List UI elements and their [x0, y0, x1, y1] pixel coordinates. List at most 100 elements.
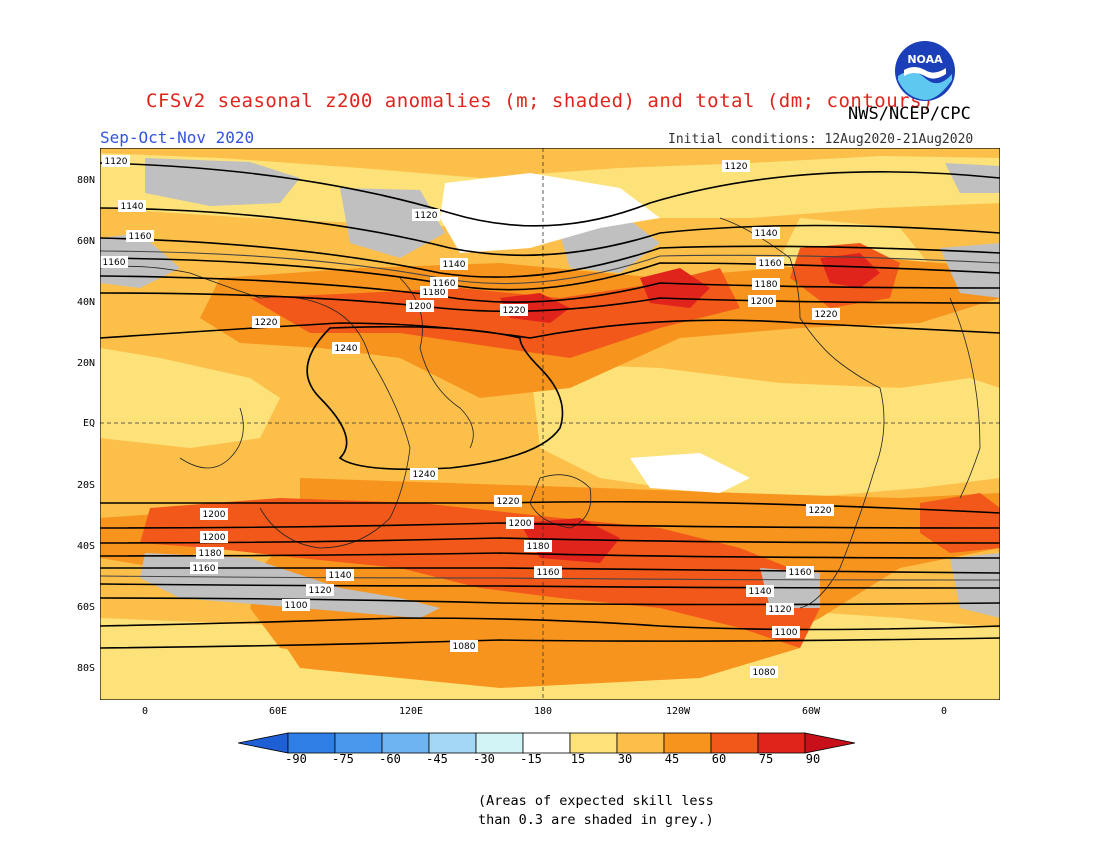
svg-text:1180: 1180: [755, 280, 778, 290]
colorbar-label: 75: [758, 752, 774, 766]
contour-label: 1200: [200, 508, 228, 520]
contour-label: 1080: [450, 640, 478, 652]
lat-label-20s: 20S: [76, 480, 95, 491]
svg-text:1140: 1140: [329, 571, 352, 581]
colorbar-segment: [381, 732, 430, 754]
contour-label: 1240: [410, 468, 438, 480]
svg-text:1180: 1180: [423, 288, 446, 298]
contour-label: 1120: [722, 160, 750, 172]
season-label: Sep-Oct-Nov 2020: [100, 128, 255, 147]
svg-text:1220: 1220: [815, 310, 838, 320]
grey-contours: [100, 250, 1000, 581]
contour-label: 1220: [100, 148, 112, 151]
svg-text:1200: 1200: [509, 519, 532, 529]
colorbar-segment: [428, 732, 477, 754]
contour-label: 1160: [756, 257, 784, 269]
svg-text:1160: 1160: [129, 232, 152, 242]
lon-label-0-east: 0: [940, 706, 948, 717]
colorbar-segment: [710, 732, 759, 754]
footnote-line-1: (Areas of expected skill less: [478, 793, 714, 809]
contour-label: 1160: [100, 256, 128, 268]
svg-text:1200: 1200: [751, 297, 774, 307]
contour-label: 1100: [772, 626, 800, 638]
svg-text:1220: 1220: [100, 148, 112, 151]
svg-text:1220: 1220: [503, 306, 526, 316]
lat-label-40n: 40N: [76, 297, 95, 308]
lon-label-120e: 120E: [398, 706, 424, 717]
colorbar-segment: [569, 732, 618, 754]
svg-text:1080: 1080: [453, 642, 476, 652]
lat-label-40s: 40S: [76, 541, 95, 552]
contour-label: 1200: [200, 531, 228, 543]
lat-label-eq: EQ: [82, 418, 95, 429]
colorbar-segment: [522, 732, 571, 754]
svg-text:1160: 1160: [103, 258, 126, 268]
contour-label: 1180: [752, 278, 780, 290]
svg-text:1100: 1100: [775, 628, 798, 638]
contour-label: 1160: [534, 566, 562, 578]
contour-label: 1240: [332, 342, 360, 354]
svg-text:1220: 1220: [809, 506, 832, 516]
colorbar-segment: [616, 732, 665, 754]
lon-label-0: 0: [141, 706, 149, 717]
svg-text:1180: 1180: [527, 542, 550, 552]
lon-label-60w: 60W: [801, 706, 821, 717]
gridlines: [100, 148, 1000, 700]
svg-text:1220: 1220: [497, 497, 520, 507]
lon-label-180: 180: [533, 706, 553, 717]
colorbar-label: -90: [285, 752, 307, 766]
colorbar: [238, 732, 856, 754]
svg-text:1120: 1120: [105, 157, 128, 167]
contour-label: 1160: [190, 562, 218, 574]
contour-label: 1220: [812, 308, 840, 320]
svg-text:1140: 1140: [755, 229, 778, 239]
contour-label: 1120: [102, 155, 130, 167]
lat-label-60s: 60S: [76, 602, 95, 613]
lat-label-20n: 20N: [76, 358, 95, 369]
svg-text:1160: 1160: [789, 568, 812, 578]
colorbar-label: 90: [805, 752, 821, 766]
svg-text:1120: 1120: [309, 586, 332, 596]
svg-text:1160: 1160: [759, 259, 782, 269]
lon-label-120w: 120W: [665, 706, 691, 717]
colorbar-segment: [287, 732, 336, 754]
contour-label: 1140: [746, 585, 774, 597]
coastlines: [100, 217, 981, 609]
lon-label-60e: 60E: [268, 706, 288, 717]
colorbar-label: -60: [379, 752, 401, 766]
contour-label: 1100: [282, 599, 310, 611]
svg-text:1120: 1120: [769, 605, 792, 615]
contour-label: 1140: [752, 227, 780, 239]
contour-label: 1120: [412, 209, 440, 221]
noaa-logo-text: NOAA: [907, 53, 943, 66]
contour-label: 1200: [748, 295, 776, 307]
svg-text:1120: 1120: [415, 211, 438, 221]
colorbar-label: -75: [332, 752, 354, 766]
svg-text:1160: 1160: [433, 279, 456, 289]
contour-label: 1220: [806, 504, 834, 516]
colorbar-label: -15: [520, 752, 542, 766]
svg-text:1140: 1140: [443, 260, 466, 270]
colorbar-segment: [475, 732, 524, 754]
anomaly-map: 1120 1140 1160 1160 1180 1200 1220 1240 …: [100, 148, 1000, 700]
footnote-line-2: than 0.3 are shaded in grey.): [478, 812, 714, 828]
lat-label-60n: 60N: [76, 236, 95, 247]
colorbar-label: 30: [617, 752, 633, 766]
contour-label: 1200: [506, 517, 534, 529]
initial-conditions-label: Initial conditions: 12Aug2020-21Aug2020: [668, 132, 974, 147]
svg-text:1240: 1240: [335, 344, 358, 354]
svg-text:1100: 1100: [285, 601, 308, 611]
contour-label: 1120: [306, 584, 334, 596]
contour-labels: 1120 1140 1160 1160 1180 1200 1220 1240 …: [100, 148, 840, 678]
colorbar-segment: [757, 732, 806, 754]
svg-text:1140: 1140: [121, 202, 144, 212]
svg-text:1180: 1180: [199, 549, 222, 559]
colorbar-segment: [663, 732, 712, 754]
contour-label: 1140: [326, 569, 354, 581]
contour-label: 1220: [500, 304, 528, 316]
svg-text:1140: 1140: [749, 587, 772, 597]
main-title: CFSv2 seasonal z200 anomalies (m; shaded…: [146, 90, 934, 112]
shading-red-orange: [140, 243, 1000, 648]
contour-label: 1200: [406, 300, 434, 312]
contour-label: 1160: [126, 230, 154, 242]
